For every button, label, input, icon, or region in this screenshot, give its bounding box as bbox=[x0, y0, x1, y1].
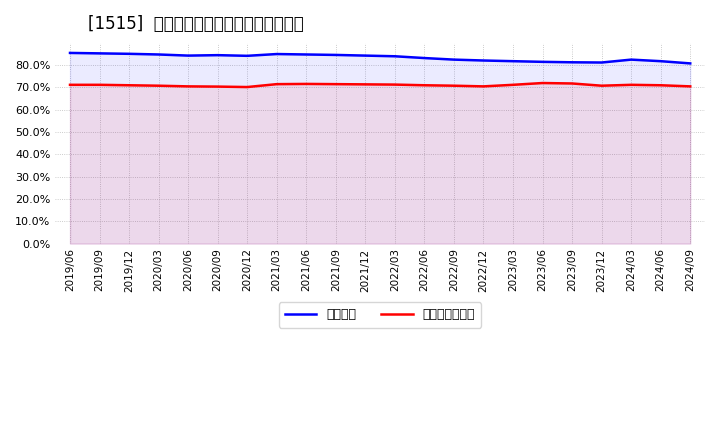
固定長期適合率 bbox=[125, 83, 133, 88]
固定比率 bbox=[302, 52, 310, 57]
固定長期適合率 bbox=[627, 82, 636, 88]
固定長期適合率 bbox=[480, 84, 488, 89]
固定長期適合率 bbox=[243, 84, 251, 90]
固定長期適合率 bbox=[539, 81, 547, 86]
固定長期適合率 bbox=[420, 83, 428, 88]
固定比率 bbox=[420, 55, 428, 61]
Legend: 固定比率, 固定長期適合率: 固定比率, 固定長期適合率 bbox=[279, 302, 482, 328]
固定長期適合率 bbox=[213, 84, 222, 89]
固定比率 bbox=[213, 52, 222, 58]
Text: [1515]  固定比率、固定長期適合率の推移: [1515] 固定比率、固定長期適合率の推移 bbox=[88, 15, 303, 33]
固定長期適合率 bbox=[302, 81, 310, 87]
固定長期適合率 bbox=[272, 81, 281, 87]
固定比率 bbox=[154, 52, 163, 57]
固定長期適合率 bbox=[184, 84, 192, 89]
固定比率 bbox=[66, 50, 74, 55]
固定比率 bbox=[125, 51, 133, 56]
固定比率 bbox=[243, 53, 251, 59]
固定長期適合率 bbox=[390, 82, 399, 87]
固定比率 bbox=[361, 53, 369, 58]
固定比率 bbox=[449, 57, 458, 62]
固定長期適合率 bbox=[568, 81, 577, 86]
固定比率 bbox=[480, 58, 488, 63]
Line: 固定比率: 固定比率 bbox=[70, 53, 690, 63]
固定長期適合率 bbox=[66, 82, 74, 88]
固定長期適合率 bbox=[154, 83, 163, 88]
固定長期適合率 bbox=[598, 83, 606, 88]
固定長期適合率 bbox=[331, 81, 340, 87]
固定長期適合率 bbox=[361, 82, 369, 87]
固定比率 bbox=[568, 60, 577, 65]
固定比率 bbox=[184, 53, 192, 58]
固定長期適合率 bbox=[686, 84, 695, 89]
固定比率 bbox=[686, 61, 695, 66]
Line: 固定長期適合率: 固定長期適合率 bbox=[70, 83, 690, 87]
固定比率 bbox=[331, 52, 340, 58]
固定比率 bbox=[627, 57, 636, 62]
固定比率 bbox=[598, 60, 606, 65]
固定比率 bbox=[539, 59, 547, 65]
固定長期適合率 bbox=[449, 83, 458, 88]
固定長期適合率 bbox=[657, 83, 665, 88]
固定比率 bbox=[95, 51, 104, 56]
固定長期適合率 bbox=[509, 82, 518, 88]
固定比率 bbox=[272, 51, 281, 57]
固定比率 bbox=[390, 54, 399, 59]
固定比率 bbox=[509, 59, 518, 64]
固定長期適合率 bbox=[95, 82, 104, 88]
固定比率 bbox=[657, 59, 665, 64]
